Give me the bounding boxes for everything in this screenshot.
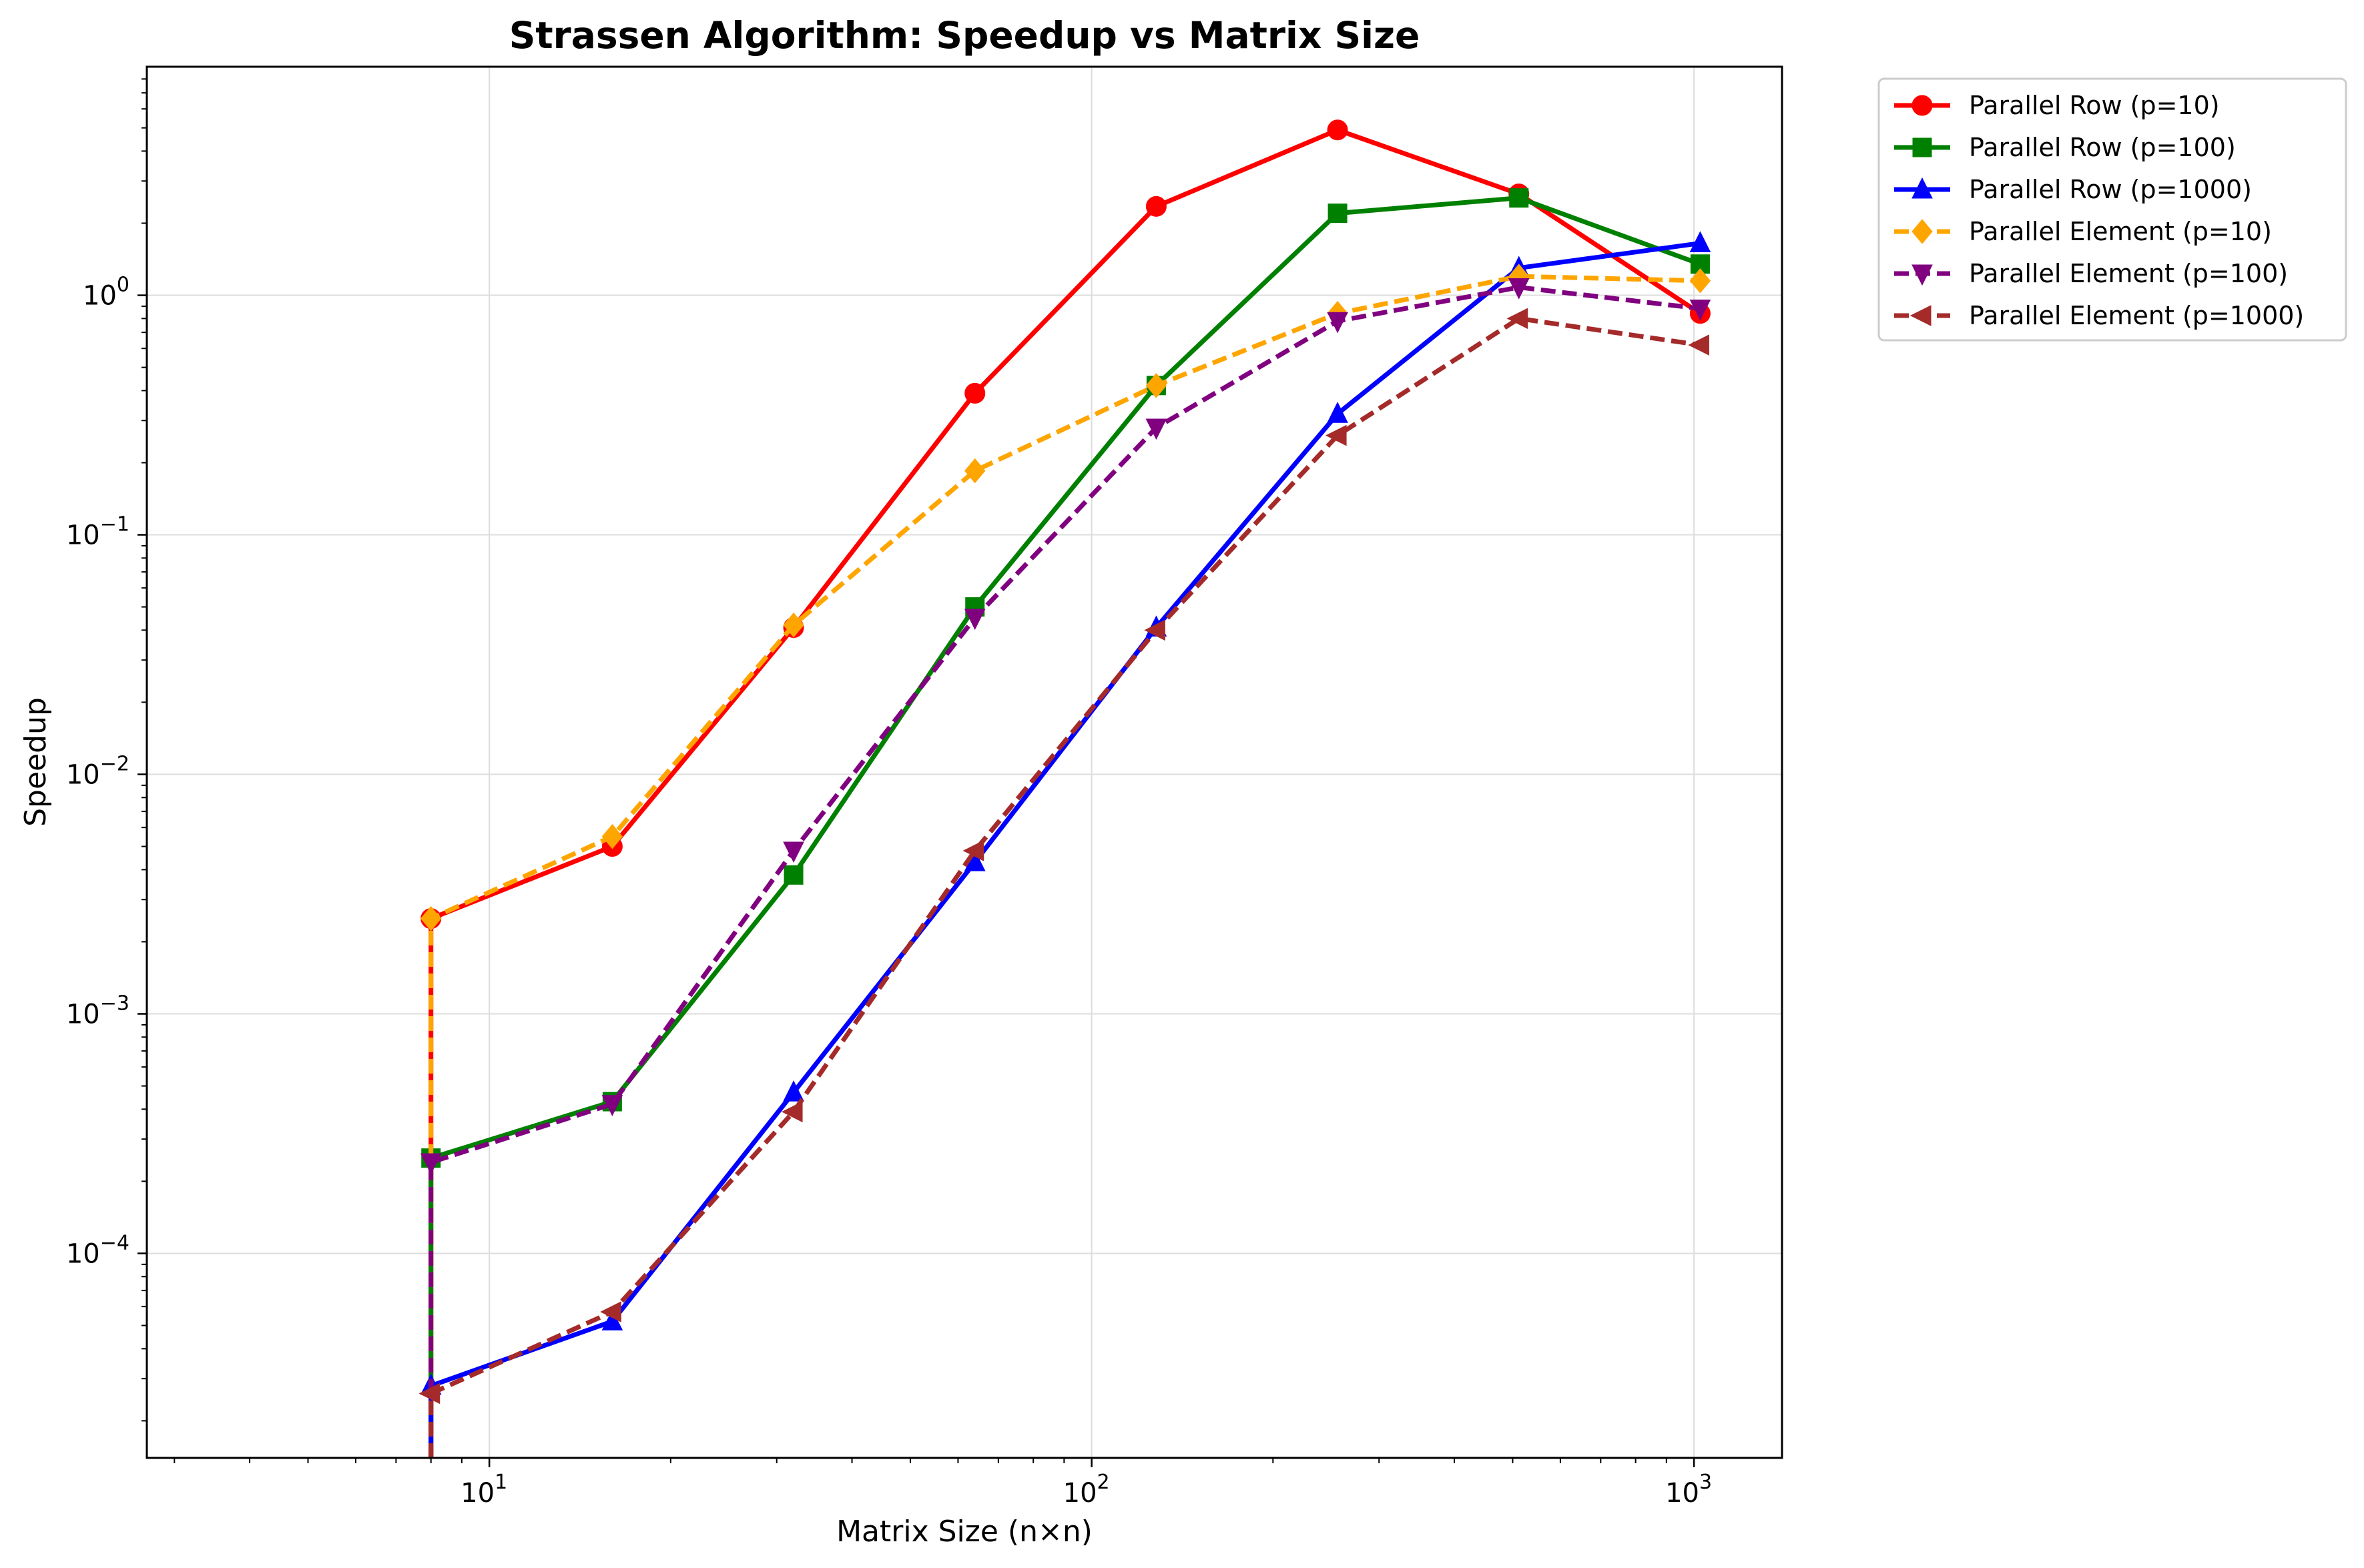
- data-point: [1689, 299, 1711, 321]
- data-point: [781, 1101, 803, 1123]
- data-point: [783, 613, 804, 638]
- legend-marker: [1911, 219, 1933, 244]
- legend-label: Parallel Element (p=100): [1969, 259, 2288, 288]
- legend: Parallel Row (p=10) Parallel Row (p=100) P…: [1877, 77, 2347, 342]
- data-point: [420, 905, 442, 931]
- plot-frame: [145, 65, 1783, 1459]
- data-point: [1689, 231, 1711, 252]
- data-point: [1325, 424, 1347, 446]
- data-point: [1327, 312, 1348, 334]
- series-line: [428, 316, 1701, 1458]
- legend-label: Parallel Element (p=10): [1969, 217, 2272, 246]
- legend-item: Parallel Row (p=1000): [1894, 175, 2252, 204]
- series-6: [418, 308, 1709, 1458]
- legend-item: Parallel Element (p=10): [1894, 217, 2272, 246]
- x-axis-label: Matrix Size (n×n): [836, 1515, 1093, 1549]
- data-point: [601, 823, 623, 849]
- y-axis-label: Speedup: [19, 697, 53, 827]
- legend-label: Parallel Row (p=10): [1969, 91, 2220, 120]
- data-point: [601, 1095, 623, 1116]
- legend-marker: [1909, 305, 1932, 326]
- legend-marker: [1911, 264, 1933, 286]
- chart-title: Strassen Algorithm: Speedup vs Matrix Si…: [509, 14, 1420, 57]
- data-point: [962, 840, 984, 861]
- legend-item: Parallel Row (p=100): [1894, 133, 2236, 162]
- grid-lines: [147, 67, 1782, 1458]
- data-point: [1144, 619, 1165, 641]
- data-point: [783, 841, 804, 863]
- data-point: [783, 1080, 804, 1102]
- legend-marker: [1912, 137, 1932, 157]
- series-line: [428, 274, 1701, 1458]
- data-series: [418, 119, 1711, 1458]
- data-point: [964, 458, 986, 484]
- legend-label: Parallel Row (p=100): [1969, 133, 2236, 162]
- data-point: [784, 865, 804, 885]
- data-point: [1509, 188, 1529, 208]
- data-point: [1327, 119, 1348, 141]
- data-point: [600, 1301, 621, 1322]
- data-point: [1689, 268, 1711, 294]
- data-point: [420, 1153, 442, 1175]
- data-point: [1145, 195, 1167, 217]
- data-point: [1506, 308, 1528, 330]
- legend-marker: [1911, 177, 1933, 199]
- legend-item: Parallel Row (p=10): [1894, 91, 2220, 120]
- legend-marker: [1911, 95, 1933, 116]
- legend-item: Parallel Element (p=1000): [1894, 301, 2304, 330]
- data-point: [1327, 402, 1348, 423]
- data-point: [964, 609, 986, 631]
- legend-item: Parallel Element (p=100): [1894, 259, 2288, 288]
- data-point: [964, 382, 986, 404]
- data-point: [1145, 418, 1167, 440]
- data-point: [1327, 204, 1348, 224]
- data-point: [418, 1383, 440, 1405]
- data-point: [1688, 334, 1709, 356]
- data-point: [1508, 278, 1530, 300]
- legend-label: Parallel Element (p=1000): [1969, 301, 2304, 330]
- legend-frame: [1877, 77, 2347, 342]
- data-point: [1145, 373, 1167, 398]
- series-5: [420, 278, 1711, 1458]
- legend-label: Parallel Row (p=1000): [1969, 175, 2252, 204]
